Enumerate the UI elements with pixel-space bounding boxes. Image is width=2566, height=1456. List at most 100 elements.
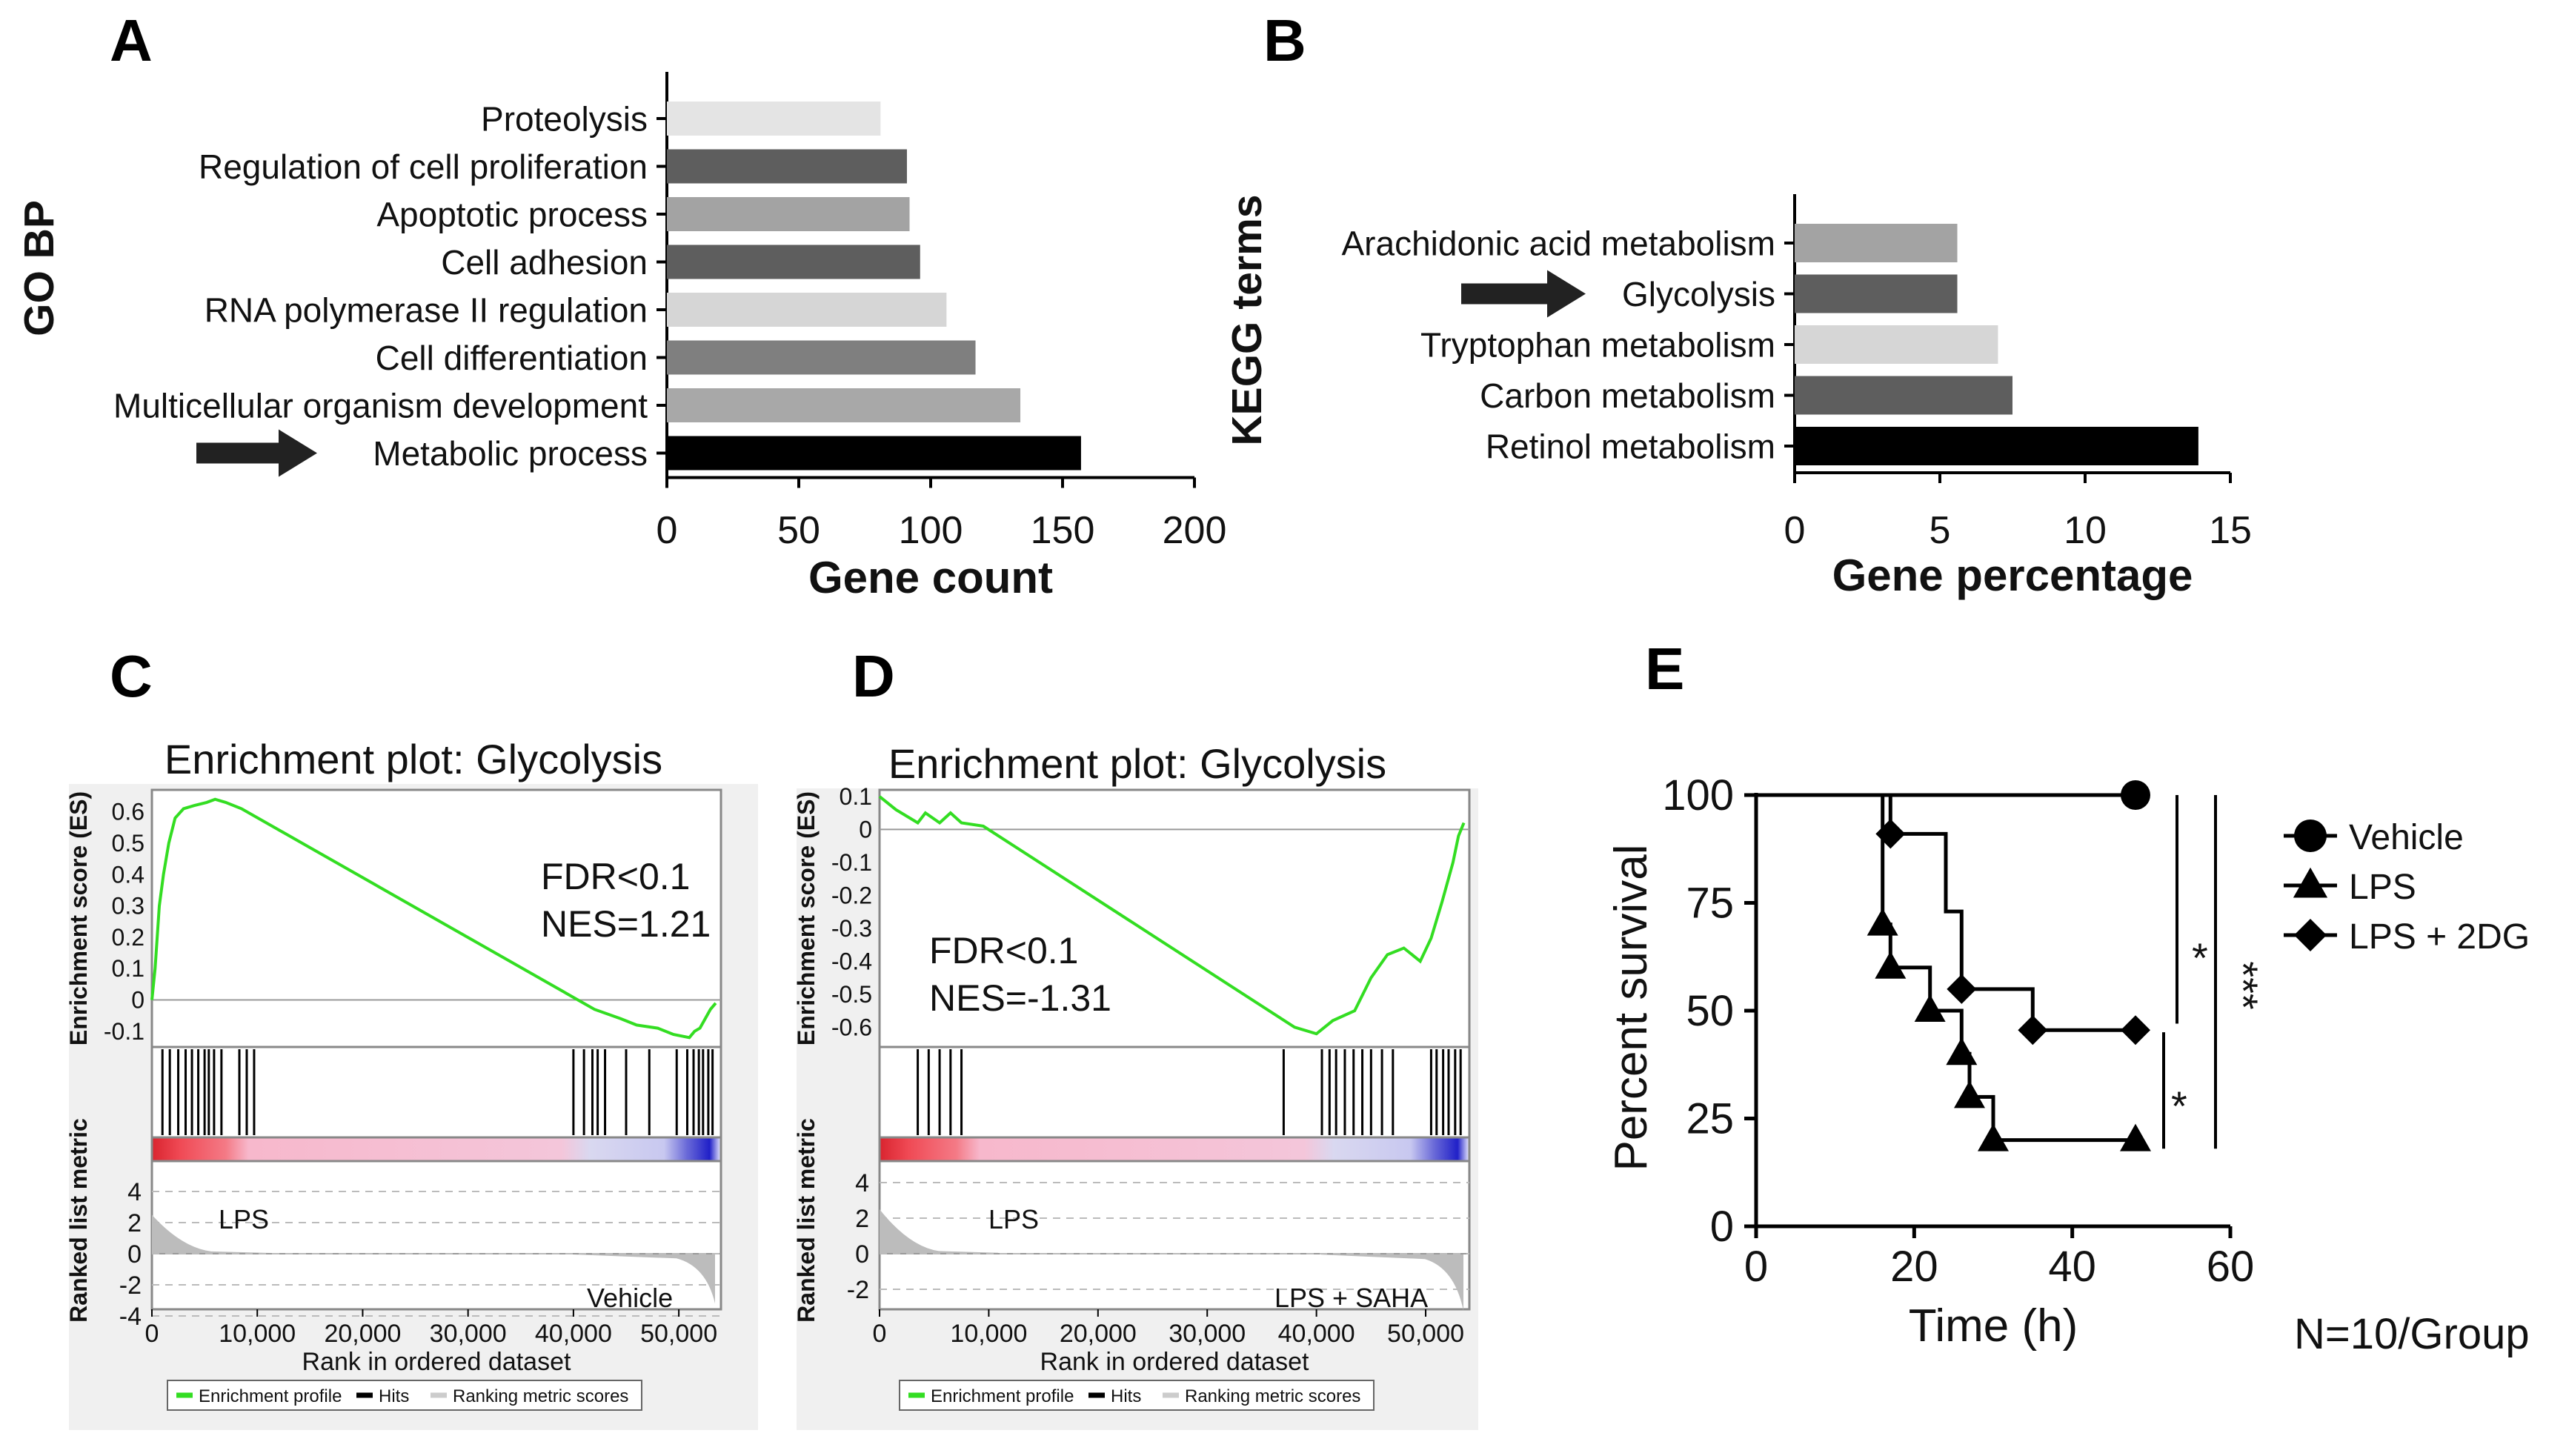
metric-axis-title: Ranked list metric	[65, 1118, 92, 1323]
category-label: Regulation of cell proliferation	[199, 147, 648, 186]
rank-color-bar	[150, 1136, 722, 1163]
metric-positive-area	[880, 1209, 998, 1254]
panel-b: B Arachidonic acid metabolism Glycolysis Tr…	[1223, 7, 2252, 600]
metric-tick-label: -2	[119, 1271, 142, 1300]
arrow-icon	[196, 429, 317, 477]
x-tick-label: 10	[2064, 509, 2107, 552]
bar-retinol-metabolism	[1795, 427, 2198, 465]
y-axis-title: KEGG terms	[1223, 195, 1271, 446]
legend-label: Hits	[1111, 1386, 1141, 1406]
y-tick-label: 25	[1686, 1095, 1734, 1143]
x-tick-label: 10,000	[219, 1320, 296, 1348]
x-tick-label: 50,000	[1387, 1320, 1464, 1348]
y-axis-title: Percent survival	[1606, 844, 1657, 1171]
category-label: Proteolysis	[481, 100, 648, 139]
x-tick-label: 0	[1784, 509, 1806, 552]
marker-diamond-icon	[2294, 919, 2327, 951]
es-axis-title: Enrichment score (ES)	[793, 791, 820, 1046]
x-tick-label: 40,000	[1278, 1320, 1355, 1348]
category-label: Arachidonic acid metabolism	[1342, 225, 1776, 263]
legend-label: Enrichment profile	[199, 1386, 342, 1406]
bar-apoptotic-process	[667, 197, 910, 231]
fdr-label: FDR<0.1	[929, 930, 1078, 971]
x-axis-title: Gene count	[808, 553, 1053, 602]
significance-label: *	[2192, 934, 2208, 981]
marker-diamond-icon	[2018, 1015, 2048, 1046]
significance-label: *	[2171, 1083, 2187, 1129]
marker-diamond-icon	[1947, 974, 1977, 1004]
legend-label: LPS + 2DG	[2349, 917, 2530, 957]
metric-tick-label: -4	[119, 1303, 142, 1331]
bar-proteolysis	[667, 102, 881, 136]
x-tick-label: 20,000	[1060, 1320, 1137, 1348]
metric-axis-title: Ranked list metric	[793, 1118, 820, 1323]
negative-label: LPS + SAHA	[1274, 1283, 1428, 1313]
es-tick-label: 0.1	[840, 783, 872, 810]
nes-label: NES=-1.31	[929, 977, 1111, 1019]
x-tick-label: 100	[899, 509, 963, 552]
es-tick-label: 0.2	[112, 924, 144, 951]
x-tick-label: 10,000	[950, 1320, 1027, 1348]
plot-title: Enrichment plot: Glycolysis	[888, 740, 1386, 787]
panel-a: A Proteolysis Regulation of cell prolifera…	[16, 7, 1226, 602]
metric-negative-area	[1321, 1254, 1463, 1311]
es-tick-label: 0.3	[112, 893, 144, 920]
metric-negative-area	[573, 1254, 715, 1304]
category-label: Cell adhesion	[441, 243, 648, 282]
bar-rna-polymerase-ii-regulation	[667, 293, 947, 327]
x-tick-label: 5	[1930, 509, 1951, 552]
panel-e: E 100 75 50 25 00 20 40 60 Time (h) Percent surviv…	[1606, 636, 2530, 1358]
panel-letter: C	[110, 643, 153, 709]
x-axis-title: Rank in ordered dataset	[302, 1348, 571, 1376]
metric-tick-label: 4	[127, 1178, 142, 1206]
x-tick-label: 40	[2048, 1243, 2096, 1291]
marker-circle-icon	[2294, 820, 2327, 852]
x-tick-label: 0	[145, 1320, 159, 1348]
category-label: Metabolic process	[373, 434, 648, 473]
marker-triangle-icon	[1954, 1080, 1985, 1108]
fdr-label: FDR<0.1	[541, 856, 690, 897]
positive-label: LPS	[988, 1204, 1039, 1234]
bar-cell-differentiation	[667, 340, 976, 375]
marker-triangle-icon	[2293, 867, 2328, 898]
category-label: Glycolysis	[1622, 275, 1775, 313]
es-tick-label: 0.1	[112, 955, 144, 982]
panel-letter: A	[110, 7, 153, 73]
es-plot-area	[878, 788, 1471, 1048]
es-tick-label: 0.6	[112, 799, 144, 825]
marker-triangle-icon	[1875, 951, 1907, 979]
plot-title: Enrichment plot: Glycolysis	[164, 736, 662, 782]
group-size-note: N=10/Group	[2294, 1310, 2530, 1358]
nes-label: NES=1.21	[541, 903, 711, 945]
y-tick-label: 0	[1710, 1203, 1734, 1251]
x-tick-label: 30,000	[1169, 1320, 1246, 1348]
x-tick-label: 50	[777, 509, 820, 552]
enrichment-profile-line	[150, 797, 717, 1040]
category-label: Apoptotic process	[376, 196, 648, 234]
panel-letter: B	[1263, 7, 1306, 73]
legend-box	[167, 1380, 642, 1411]
es-tick-label: 0	[131, 987, 144, 1014]
marker-triangle-icon	[1946, 1037, 1978, 1066]
es-tick-label: 0	[859, 816, 872, 842]
es-tick-label: -0.3	[831, 915, 872, 942]
marker-triangle-icon	[2120, 1123, 2151, 1151]
panel-d: D Enrichment plot: Glycolysis 0.1 0 -0.1 -0.2…	[793, 643, 1478, 1430]
positive-label: LPS	[219, 1204, 269, 1234]
x-tick-label: 15	[2209, 509, 2252, 552]
x-tick-label: 0	[873, 1320, 887, 1348]
es-tick-label: -0.1	[104, 1018, 144, 1045]
bar-tryptophan-metabolism	[1795, 325, 1998, 364]
category-label: Cell differentiation	[376, 339, 648, 377]
x-tick-label: 20	[1890, 1243, 1938, 1291]
legend-label: Ranking metric scores	[1185, 1386, 1360, 1406]
y-axis-title: GO BP	[16, 200, 63, 336]
category-label: Tryptophan metabolism	[1420, 326, 1775, 365]
metric-tick-label: 2	[855, 1205, 869, 1233]
category-label: RNA polymerase II regulation	[205, 291, 648, 330]
negative-label: Vehicle	[587, 1283, 673, 1313]
es-tick-label: -0.6	[831, 1014, 872, 1040]
hits-area	[150, 1046, 722, 1139]
